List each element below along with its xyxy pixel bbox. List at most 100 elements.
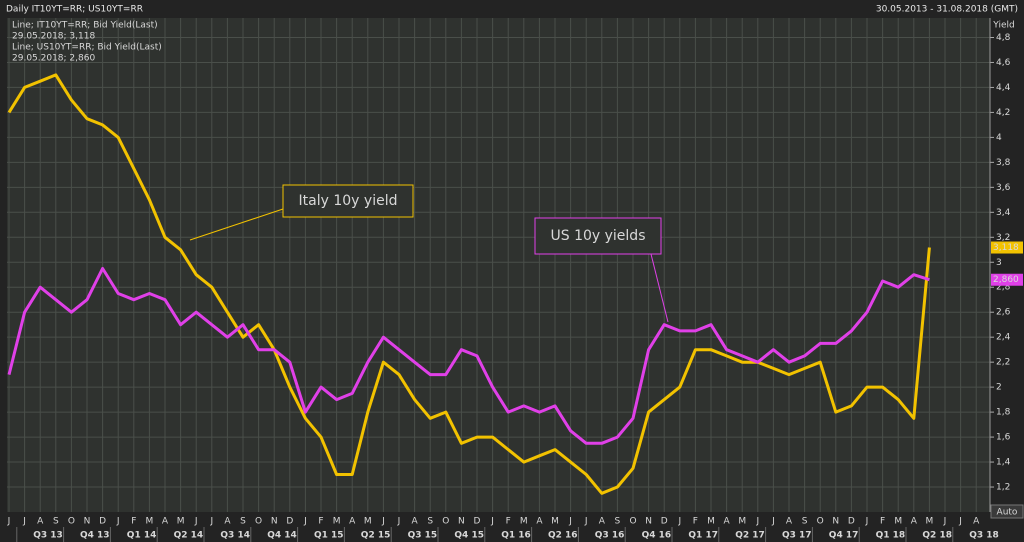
- y-tick-label: 1,2: [996, 483, 1010, 493]
- x-tick-label: M: [738, 517, 746, 527]
- x-tick-label: M: [146, 517, 154, 527]
- plot-area: [7, 18, 990, 512]
- y-tick-label: 2,4: [996, 333, 1011, 343]
- annotation-pointer: [189, 208, 284, 241]
- quarter-label: Q3 17: [782, 531, 812, 541]
- legend-detail: 29.05.2018; 2,860: [12, 54, 95, 64]
- x-tick-label: J: [771, 517, 775, 527]
- x-tick-label: N: [458, 517, 465, 527]
- x-tick-label: D: [286, 517, 293, 527]
- x-tick-label: S: [427, 517, 433, 527]
- date-range: 30.05.2013 - 31.08.2018 (GMT): [876, 5, 1018, 15]
- line-series: [7, 73, 931, 495]
- auto-button-label[interactable]: Auto: [997, 508, 1018, 518]
- x-tick-label: J: [7, 517, 11, 527]
- last-value-label: 3,118: [993, 243, 1019, 253]
- quarter-label: Q3 18: [969, 531, 999, 541]
- y-tick-label: 4,2: [996, 108, 1010, 118]
- quarter-label: Q2 16: [548, 531, 578, 541]
- x-tick-label: J: [490, 517, 494, 527]
- y-tick-label: 2,2: [996, 358, 1010, 368]
- x-tick-label: A: [412, 517, 419, 527]
- quarter-label: Q3 13: [33, 531, 63, 541]
- x-tick-label: O: [255, 517, 262, 527]
- x-tick-label: M: [894, 517, 902, 527]
- quarter-label: Q1 16: [501, 531, 531, 541]
- x-tick-label: D: [661, 517, 668, 527]
- legend-name: Line; IT10YT=RR; Bid Yield(Last): [12, 21, 158, 31]
- x-tick-label: A: [536, 517, 543, 527]
- y-tick-label: 1,8: [996, 408, 1011, 418]
- x-tick-label: J: [677, 517, 681, 527]
- x-tick-label: D: [99, 517, 106, 527]
- x-tick-label: F: [131, 517, 136, 527]
- x-tick-label: J: [943, 517, 947, 527]
- auto-button[interactable]: [990, 504, 1024, 519]
- quarter-label: Q2 14: [174, 531, 204, 541]
- y-tick-label: 2,8: [996, 283, 1011, 293]
- x-tick-label: N: [84, 517, 91, 527]
- chart-title: Daily IT10YT=RR; US10YT=RR: [6, 5, 143, 15]
- x-tick-label: S: [615, 517, 621, 527]
- x-tick-label: M: [177, 517, 185, 527]
- x-tick-label: F: [880, 517, 885, 527]
- last-value-label: 2,860: [993, 275, 1019, 285]
- x-tick-label: D: [848, 517, 855, 527]
- x-tick-label: A: [162, 517, 169, 527]
- x-tick-label: J: [958, 517, 962, 527]
- x-tick-label: M: [520, 517, 528, 527]
- x-tick-label: M: [364, 517, 372, 527]
- x-tick-label: J: [194, 517, 198, 527]
- x-tick-label: F: [506, 517, 511, 527]
- quarter-label: Q4 15: [454, 531, 484, 541]
- x-tick-label: M: [926, 517, 934, 527]
- x-tick-label: O: [817, 517, 824, 527]
- y-tick-label: 1,4: [996, 458, 1011, 468]
- x-tick-label: A: [724, 517, 731, 527]
- x-tick-label: S: [802, 517, 808, 527]
- x-tick-label: S: [240, 517, 246, 527]
- y-axis-label: Yield: [992, 21, 1014, 31]
- quarter-label: Q2 15: [361, 531, 391, 541]
- x-tick-label: N: [832, 517, 839, 527]
- quarter-label: Q2 17: [735, 531, 765, 541]
- x-tick-label: J: [209, 517, 213, 527]
- quarter-label: Q1 18: [876, 531, 906, 541]
- quarter-label: Q1 17: [688, 531, 718, 541]
- annotation-box: [534, 217, 662, 255]
- quarter-label: Q4 16: [642, 531, 672, 541]
- quarter-label: Q3 14: [220, 531, 250, 541]
- x-tick-label: O: [442, 517, 449, 527]
- x-tick-label: J: [22, 517, 26, 527]
- y-tick-label: 2: [996, 383, 1002, 393]
- annotation: Italy 10y yield: [299, 193, 398, 209]
- x-tick-label: N: [271, 517, 278, 527]
- annotation-box: [282, 184, 414, 218]
- y-tick-label: 4,8: [996, 33, 1011, 43]
- x-tick-label: A: [599, 517, 606, 527]
- quarter-label: Q1 15: [314, 531, 344, 541]
- x-tick-label: F: [318, 517, 323, 527]
- last-value-badge: [991, 273, 1023, 286]
- x-tick-label: N: [645, 517, 652, 527]
- x-tick-label: J: [755, 517, 759, 527]
- x-tick-label: J: [116, 517, 120, 527]
- y-tick-label: 1,6: [996, 433, 1011, 443]
- annotation: US 10y yields: [551, 228, 646, 244]
- line-series: [7, 267, 930, 445]
- y-tick-label: 3,8: [996, 158, 1011, 168]
- x-tick-label: J: [303, 517, 307, 527]
- x-tick-label: J: [584, 517, 588, 527]
- y-tick-label: 3,6: [996, 183, 1011, 193]
- quarter-label: Q4 17: [829, 531, 859, 541]
- quarter-label: Q1 14: [127, 531, 157, 541]
- x-tick-label: S: [53, 517, 59, 527]
- x-tick-label: M: [707, 517, 715, 527]
- x-tick-label: A: [786, 517, 793, 527]
- y-tick-label: 3,4: [996, 208, 1011, 218]
- annotation-pointer: [650, 253, 669, 323]
- quarter-label: Q4 14: [267, 531, 297, 541]
- x-tick-label: F: [693, 517, 698, 527]
- y-tick-label: 2,6: [996, 308, 1011, 318]
